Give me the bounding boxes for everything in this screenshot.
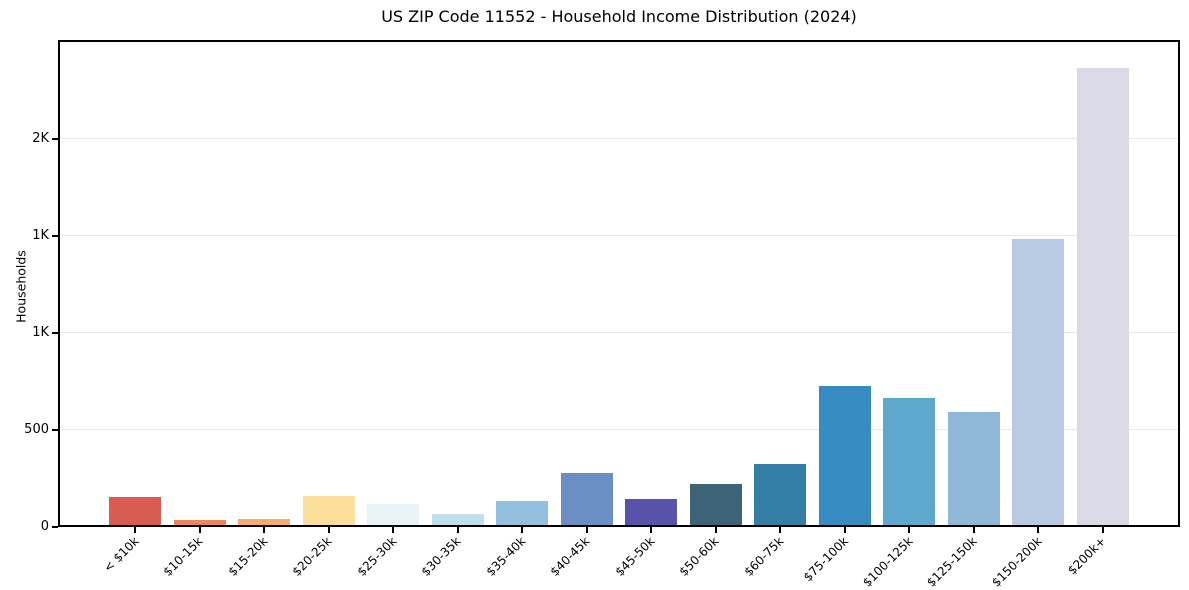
x-tick-label: $200k+ (1065, 534, 1109, 578)
x-tick-mark (134, 527, 137, 533)
x-tick-label: $45-50k (612, 534, 658, 579)
bar-40-45k (560, 473, 613, 525)
bar-35-40k (496, 501, 549, 525)
x-tick-label: $15-20k (225, 534, 271, 579)
x-tick-label: $40-45k (547, 534, 593, 579)
x-tick-label: < $10k (100, 534, 142, 575)
x-tick-label: $20-25k (289, 534, 335, 579)
bar-50-60k (689, 484, 742, 525)
x-tick-mark (714, 527, 717, 533)
plot-area (58, 40, 1180, 527)
gridline (60, 428, 1178, 430)
x-tick-mark (456, 527, 459, 533)
x-tick-mark (1037, 527, 1040, 533)
bars-layer (60, 42, 1178, 525)
x-tick-mark (908, 527, 911, 533)
y-tick-label: 500 (24, 422, 49, 437)
y-tick-mark (52, 526, 58, 528)
y-tick-mark (52, 332, 58, 334)
bar-75-100k (818, 386, 871, 525)
x-tick-mark (392, 527, 395, 533)
chart-title: US ZIP Code 11552 - Household Income Dis… (381, 7, 857, 26)
x-tick-mark (327, 527, 330, 533)
x-tick-label: $150-200k (988, 534, 1045, 590)
bar-125-150k (947, 412, 1000, 525)
bar-100-125k (883, 398, 936, 525)
y-tick-label: 0 (40, 519, 49, 534)
x-tick-label: $125-150k (923, 534, 980, 590)
gridlines-layer (60, 42, 1178, 525)
bar-30-35k (431, 514, 484, 525)
y-tick-mark (52, 235, 58, 237)
bar-150-200k (1012, 239, 1065, 525)
y-tick-label: 2K (32, 131, 49, 146)
x-tick-label: $35-40k (483, 534, 529, 579)
y-tick-label: 1K (32, 325, 49, 340)
x-tick-label: $10-15k (160, 534, 206, 579)
x-tick-mark (650, 527, 653, 533)
x-tick-label: $100-125k (859, 534, 916, 590)
y-axis-label: Households (13, 250, 29, 323)
x-tick-mark (972, 527, 975, 533)
x-tick-mark (521, 527, 524, 533)
gridline (60, 234, 1178, 236)
x-tick-mark (1101, 527, 1104, 533)
x-tick-mark (263, 527, 266, 533)
x-tick-mark (843, 527, 846, 533)
x-tick-label: $25-30k (354, 534, 400, 579)
x-tick-mark (779, 527, 782, 533)
x-tick-mark (198, 527, 201, 533)
bar-25-30k (367, 504, 420, 525)
bar-15-20k (238, 519, 291, 525)
bar-45-50k (625, 499, 678, 525)
bar-200k (1076, 68, 1129, 525)
gridline (60, 137, 1178, 139)
y-tick-label: 1K (32, 228, 49, 243)
bar-10-15k (173, 520, 226, 525)
gridline (60, 331, 1178, 333)
y-tick-mark (52, 429, 58, 431)
x-tick-mark (585, 527, 588, 533)
x-tick-label: $30-35k (418, 534, 464, 579)
x-tick-label: $60-75k (741, 534, 787, 579)
x-tick-label: $75-100k (800, 534, 851, 585)
y-tick-mark (52, 138, 58, 140)
bar-20-25k (302, 496, 355, 525)
bar-60-75k (754, 464, 807, 525)
bar-10k (109, 497, 162, 525)
x-tick-label: $50-60k (676, 534, 722, 579)
